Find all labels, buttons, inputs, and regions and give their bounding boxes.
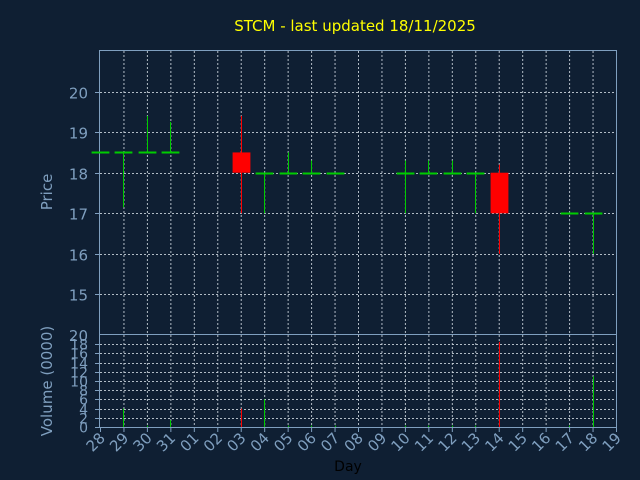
volume-tick-label: 10: [70, 375, 88, 391]
x-tick-label: 01: [176, 429, 202, 455]
x-tick-label: 15: [505, 429, 531, 455]
volume-tick-label: 20: [69, 327, 88, 345]
x-tick-label: 07: [317, 429, 343, 455]
volume-tick-label: 12: [70, 366, 88, 382]
x-tick-label: 09: [364, 429, 390, 455]
x-tick-label: 02: [200, 429, 226, 455]
x-tick-label: 14: [481, 429, 507, 455]
volume-axis-label: Volume (0000): [38, 326, 56, 436]
x-tick-label: 29: [106, 429, 132, 455]
x-tick-label: 17: [552, 429, 578, 455]
candle-body: [490, 172, 509, 214]
volume-tick-label: 18: [70, 338, 88, 354]
x-tick-label: 03: [223, 429, 249, 455]
price-tick-label: 19: [69, 125, 88, 143]
x-tick-label: 10: [388, 429, 414, 455]
x-tick-label: 13: [458, 429, 484, 455]
price-tick-label: 17: [69, 206, 88, 224]
volume-tick-label: 4: [79, 403, 88, 419]
x-tick-label: 12: [434, 429, 460, 455]
x-tick-label: 18: [575, 429, 601, 455]
x-tick-label: 30: [130, 429, 156, 455]
x-tick-label: 06: [294, 429, 320, 455]
price-axis-label: Price: [38, 174, 56, 211]
price-tick-label: 18: [69, 166, 88, 184]
x-tick-label: 31: [153, 429, 179, 455]
x-tick-label: 04: [247, 429, 273, 455]
volume-tick-label: 0: [79, 421, 88, 437]
chart-title: STCM - last updated 18/11/2025: [234, 17, 476, 35]
x-tick-label: 05: [270, 429, 296, 455]
x-tick-label: 16: [528, 429, 554, 455]
volume-tick-label: 14: [70, 357, 88, 373]
volume-tick-label: 16: [70, 347, 88, 363]
volume-tick-label: 2: [79, 412, 88, 428]
price-tick-label: 15: [69, 287, 88, 305]
volume-tick-label: 8: [79, 384, 88, 400]
candle-body: [232, 152, 251, 173]
price-tick-label: 20: [69, 85, 88, 103]
x-tick-label: 08: [341, 429, 367, 455]
volume-tick-label: 6: [79, 393, 88, 409]
price-tick-label: 16: [69, 247, 88, 265]
x-tick-label: 19: [599, 429, 625, 455]
x-axis-label: Day: [334, 459, 362, 475]
x-axis: 2829303101020304050607080910111213141516…: [83, 427, 625, 455]
price-panel: 15 16 17 18 19 20: [69, 50, 617, 335]
x-tick-label: 11: [411, 429, 437, 455]
